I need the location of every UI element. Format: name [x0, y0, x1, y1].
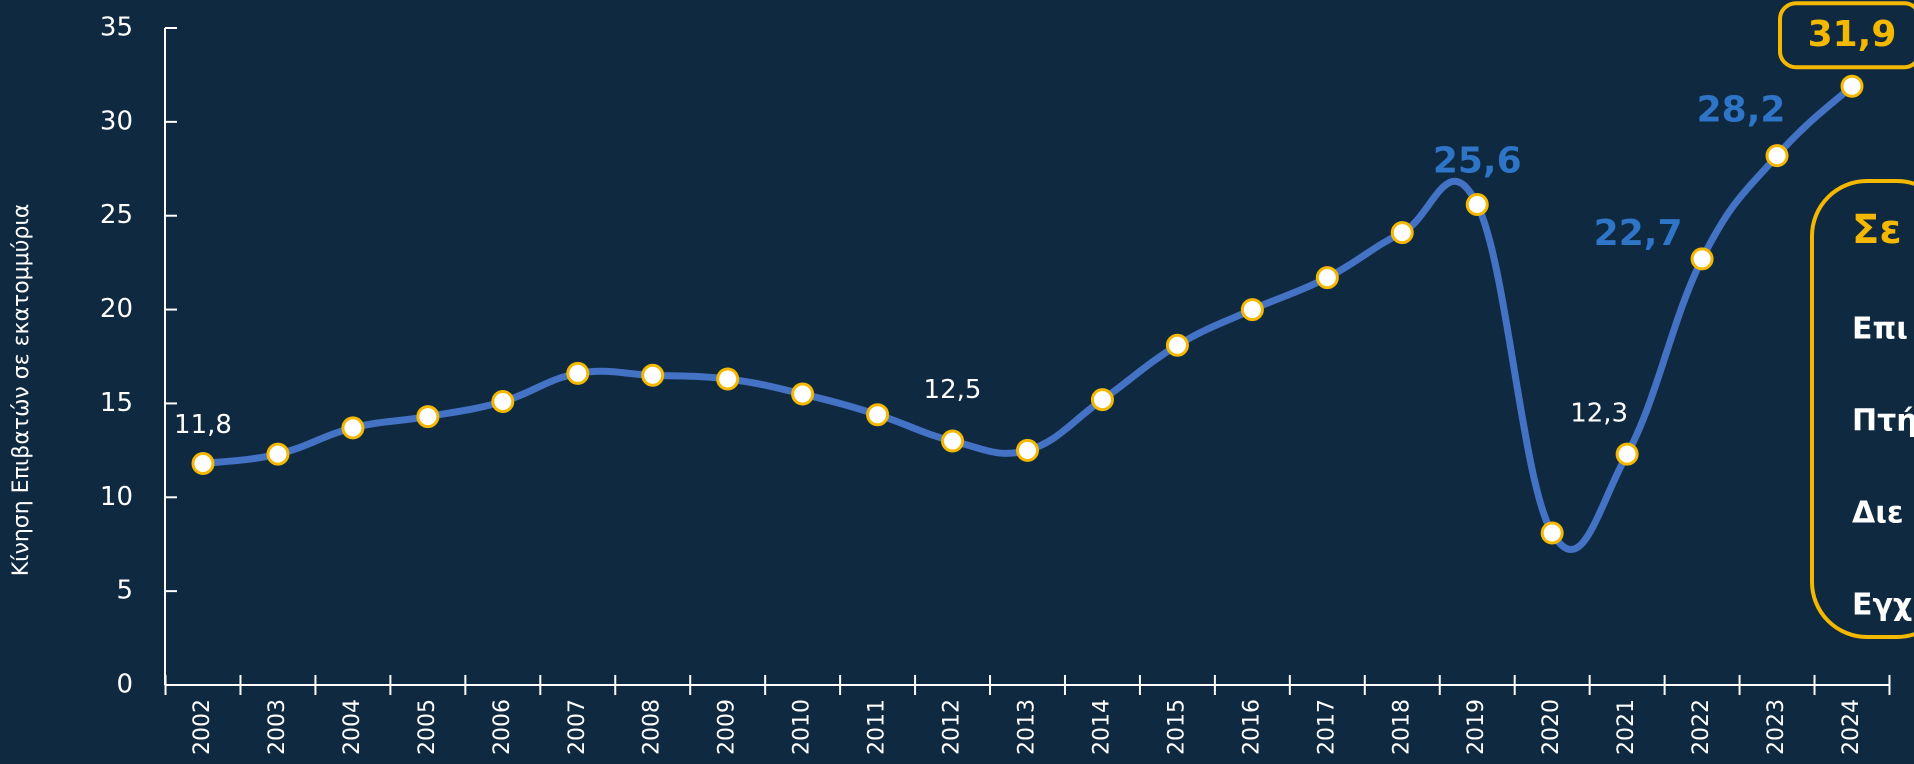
y-tick-label: 10 [100, 482, 133, 512]
data-point [866, 403, 890, 427]
x-tick-label: 2022 [1689, 699, 1714, 755]
data-point [341, 416, 365, 440]
side-box-line: Εγχ [1852, 588, 1912, 623]
x-tick-label: 2015 [1164, 699, 1189, 755]
x-tick-label: 2003 [265, 699, 290, 755]
data-point [941, 429, 965, 453]
data-point [1465, 192, 1489, 216]
y-tick-label: 15 [100, 388, 133, 418]
x-tick-label: 2016 [1239, 699, 1264, 755]
side-box [1810, 179, 1914, 639]
data-label: 25,6 [1433, 140, 1522, 181]
side-box-line: Διε [1852, 496, 1904, 531]
data-point [1090, 388, 1114, 412]
data-point [566, 361, 590, 385]
x-tick-label: 2009 [715, 699, 740, 755]
x-tick-label: 2002 [190, 699, 215, 755]
data-point [641, 363, 665, 387]
y-tick-label: 20 [100, 294, 133, 324]
data-point [1315, 266, 1339, 290]
data-point [191, 451, 215, 475]
y-axis-label: Κίνηση Επιβατών σε εκατομμύρια [9, 204, 34, 577]
x-tick-label: 2020 [1539, 699, 1564, 755]
y-tick-label: 25 [100, 200, 133, 230]
data-point [791, 382, 815, 406]
side-box-line: Πτή [1852, 404, 1914, 439]
data-label: 28,2 [1697, 90, 1786, 131]
data-point [716, 367, 740, 391]
side-box-line: Επι [1852, 312, 1908, 347]
x-tick-label: 2024 [1839, 699, 1864, 755]
data-point [1840, 74, 1864, 98]
x-tick-label: 2021 [1614, 699, 1639, 755]
label-box [1778, 1, 1914, 70]
y-tick-label: 0 [116, 670, 133, 700]
series-line [202, 83, 1855, 553]
data-label: 11,8 [174, 410, 232, 440]
data-point [1016, 438, 1039, 462]
data-point [416, 405, 440, 429]
x-tick-label: 2006 [490, 699, 515, 755]
x-tick-label: 2017 [1314, 699, 1339, 755]
data-label: 31,9 [1808, 14, 1897, 55]
data-label: 12,3 [1570, 399, 1628, 429]
x-tick-label: 2008 [640, 699, 665, 755]
x-tick-label: 2005 [415, 699, 440, 755]
x-tick-label: 2014 [1089, 699, 1114, 755]
data-point [1240, 298, 1264, 322]
data-point [1615, 442, 1639, 466]
data-point [1390, 221, 1414, 245]
data-label: 12,5 [924, 375, 982, 405]
y-tick-label: 5 [116, 576, 133, 606]
x-tick-label: 2007 [565, 699, 590, 755]
x-tick-label: 2004 [340, 699, 365, 755]
x-tick-label: 2018 [1389, 699, 1414, 755]
side-box-title: Σε [1852, 207, 1902, 253]
data-label: 22,7 [1594, 213, 1683, 254]
x-tick-label: 2010 [790, 699, 815, 755]
x-tick-label: 2012 [940, 699, 965, 755]
x-tick-label: 2011 [865, 699, 890, 755]
x-tick-label: 2013 [1015, 699, 1040, 755]
data-point [491, 390, 515, 414]
data-point [1765, 144, 1789, 168]
data-point [1165, 333, 1189, 357]
x-tick-label: 2019 [1464, 699, 1489, 755]
data-point [266, 442, 290, 466]
y-tick-label: 35 [100, 13, 133, 43]
y-tick-label: 30 [100, 106, 133, 136]
data-point [1540, 521, 1564, 545]
data-point [1690, 247, 1714, 271]
x-tick-label: 2023 [1764, 699, 1789, 755]
